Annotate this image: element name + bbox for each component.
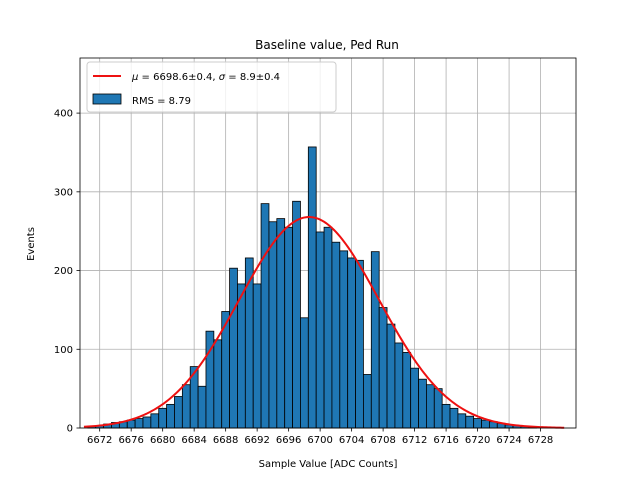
y-tick-label: 0 [67, 424, 73, 435]
x-tick-label: 6696 [276, 435, 301, 446]
histogram-bar [150, 413, 160, 429]
y-axis-label: Events [26, 227, 37, 261]
histogram-bar [473, 418, 482, 429]
histogram-bar [441, 403, 451, 429]
legend-histogram-label: RMS = 8.79 [132, 96, 191, 107]
histogram-bar [370, 251, 380, 429]
histogram-bar [197, 385, 207, 429]
histogram-bar [465, 415, 475, 429]
histogram-bar [339, 250, 349, 429]
x-tick-label: 6728 [528, 435, 553, 446]
histogram-bar [276, 218, 286, 429]
histogram-bar [229, 267, 238, 429]
y-tick-label: 400 [54, 109, 73, 120]
histogram-bars [87, 146, 538, 429]
x-tick-label: 6672 [87, 435, 112, 446]
y-tick-label: 300 [54, 187, 73, 198]
x-tick-label: 6716 [433, 435, 458, 446]
histogram-bar [181, 384, 191, 429]
histogram-bar [260, 203, 270, 429]
y-axis-ticks: 0 100 200 300 400 [54, 109, 80, 435]
histogram-bar [433, 388, 443, 429]
histogram-bar [426, 384, 435, 429]
gaussian-fit-curve [83, 216, 565, 429]
histogram-bar [378, 307, 388, 429]
histogram-bar [213, 339, 223, 429]
histogram-bar [386, 323, 396, 429]
histogram-bar [142, 416, 152, 429]
histogram-bar [418, 378, 427, 429]
x-tick-label: 6712 [402, 435, 427, 446]
histogram-bar [457, 413, 467, 429]
legend-mu-symbol: μ [131, 72, 138, 83]
histogram-bar [174, 396, 183, 429]
histogram-bar [166, 403, 175, 429]
x-tick-label: 6724 [496, 435, 521, 446]
y-tick-label: 100 [54, 345, 73, 356]
histogram-bar [449, 407, 459, 429]
x-tick-label: 6700 [307, 435, 332, 446]
histogram-bar [284, 226, 293, 429]
histogram-bar [307, 146, 317, 429]
histogram-bar [331, 241, 341, 429]
histogram-bar [300, 317, 309, 429]
histogram-bar [158, 407, 168, 429]
y-tick-label: 200 [54, 266, 73, 277]
legend: μ = 6698.6±0.4, σ = 8.9±0.4 RMS = 8.79 [86, 61, 337, 113]
x-tick-label: 6688 [213, 435, 238, 446]
x-tick-label: 6684 [181, 435, 206, 446]
histogram-bar [323, 226, 333, 429]
histogram-bar [355, 259, 364, 429]
x-tick-label: 6704 [339, 435, 364, 446]
legend-sigma-value: = 8.9±0.4 [225, 72, 280, 83]
legend-histogram-swatch [92, 93, 122, 105]
legend-fit-label: μ = 6698.6±0.4, σ = 8.9±0.4 [131, 72, 280, 83]
x-tick-label: 6680 [150, 435, 175, 446]
x-tick-label: 6708 [370, 435, 395, 446]
x-tick-label: 6676 [118, 435, 143, 446]
histogram-bar [252, 283, 262, 429]
x-tick-label: 6692 [244, 435, 269, 446]
histogram-bar [394, 342, 404, 429]
histogram-bar [481, 419, 490, 429]
x-axis-ticks: 6672 6676 6680 6684 6688 6692 6696 6700 6704 6708… [87, 428, 553, 446]
histogram-bar [363, 374, 372, 429]
x-tick-label: 6720 [465, 435, 490, 446]
histogram-bar [292, 200, 301, 429]
histogram-bar [134, 418, 144, 429]
x-axis-label: Sample Value [ADC Counts] [259, 459, 398, 470]
histogram-bar [347, 257, 356, 429]
histogram-bar [268, 221, 278, 429]
histogram-bar [410, 367, 419, 429]
legend-sigma-symbol: σ [219, 72, 226, 83]
legend-box [86, 61, 337, 113]
legend-mu-value: = 6698.6±0.4, [138, 72, 218, 83]
histogram-bar [315, 231, 325, 429]
histogram-bar [237, 283, 246, 429]
chart-title: Baseline value, Ped Run [255, 38, 399, 52]
histogram-bar [402, 352, 412, 429]
plot-frame [79, 57, 577, 429]
